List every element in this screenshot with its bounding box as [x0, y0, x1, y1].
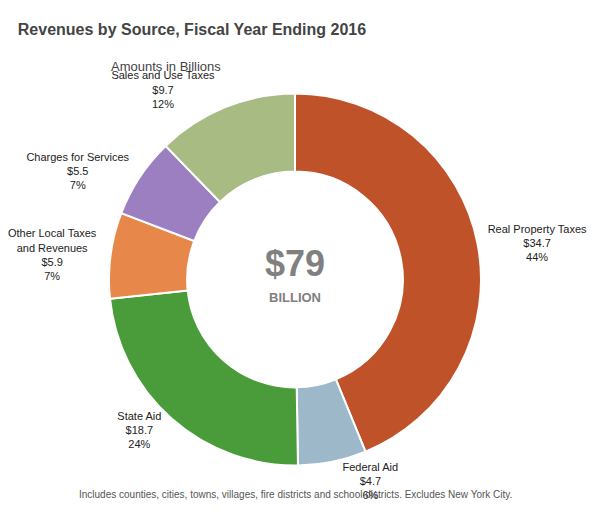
svg-text:Federal Aid$4.76%: Federal Aid$4.76% [343, 461, 399, 502]
svg-text:BILLION: BILLION [269, 290, 321, 305]
svg-text:Real Property Taxes$34.744%: Real Property Taxes$34.744% [488, 223, 587, 264]
svg-text:Charges for Services$5.57%: Charges for Services$5.57% [26, 151, 129, 192]
svg-text:Revenues by Source, Fiscal Yea: Revenues by Source, Fiscal Year Ending 2… [18, 21, 366, 38]
svg-text:Other Local Taxesand Revenues$: Other Local Taxesand Revenues$5.97% [8, 227, 97, 282]
svg-text:Amounts in Billions: Amounts in Billions [111, 59, 221, 74]
svg-text:$79: $79 [265, 243, 325, 284]
svg-text:State Aid$18.724%: State Aid$18.724% [117, 410, 161, 451]
svg-text:Includes counties, cities, tow: Includes counties, cities, towns, villag… [79, 489, 512, 500]
svg-text:Sales and Use Taxes$9.712%: Sales and Use Taxes$9.712% [111, 69, 215, 110]
